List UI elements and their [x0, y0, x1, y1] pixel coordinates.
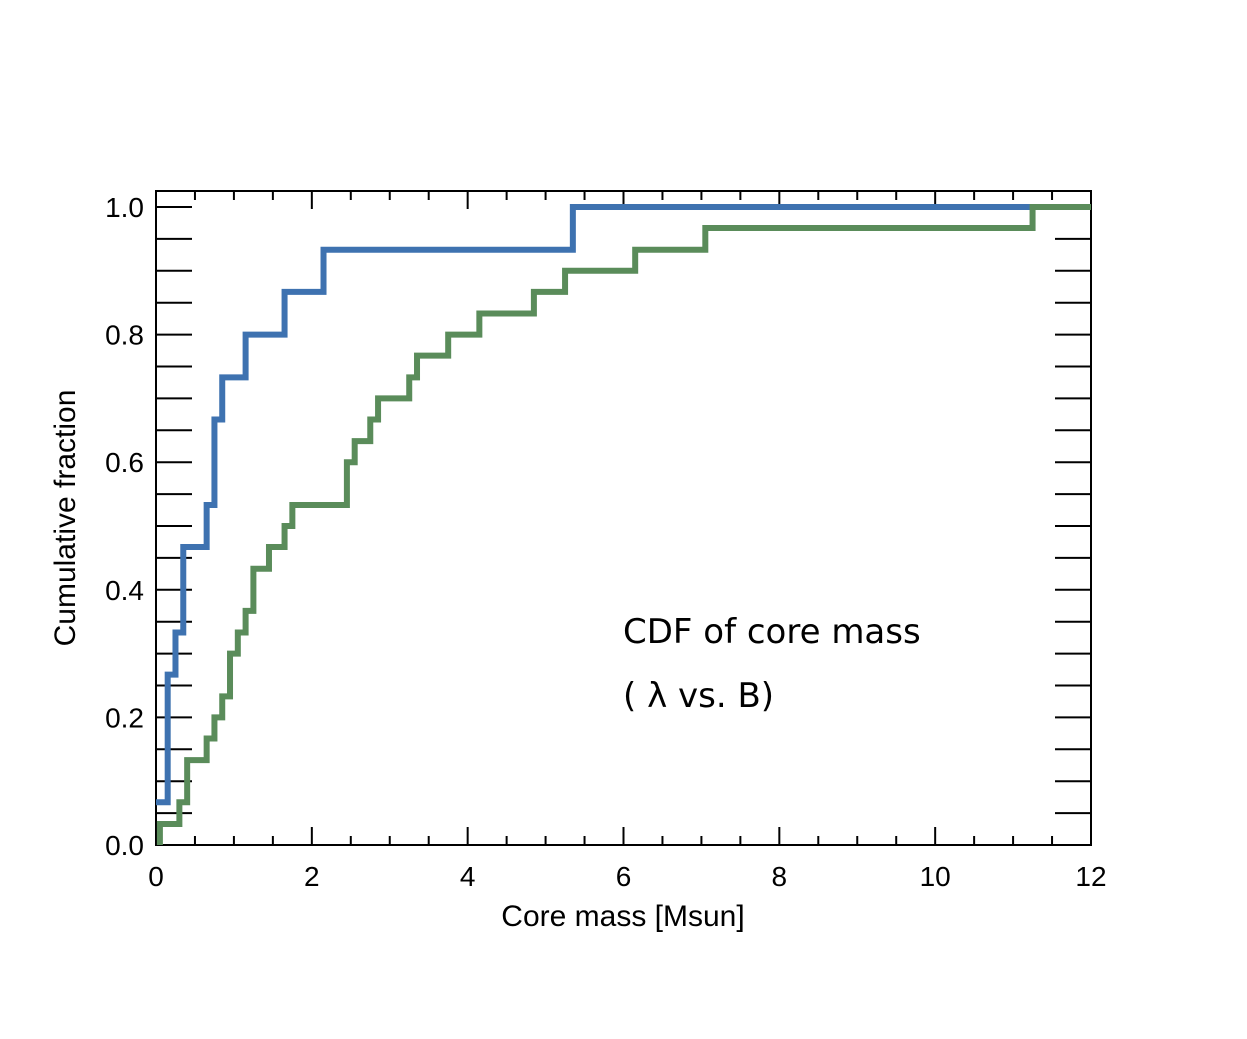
x-tick-label: 8 [772, 861, 788, 892]
x-tick-label: 12 [1075, 861, 1106, 892]
x-tick-label: 0 [148, 861, 164, 892]
x-tick-label: 10 [920, 861, 951, 892]
y-axis-title: Cumulative fraction [49, 390, 82, 647]
y-tick-label: 0.4 [105, 575, 144, 606]
annotation-subtitle: ( λ vs. B) [623, 676, 774, 716]
x-tick-label: 4 [460, 861, 476, 892]
series-line-b [156, 204, 1091, 845]
x-tick-label: 6 [616, 861, 632, 892]
y-tick-label: 1.0 [105, 192, 144, 223]
y-tick-label: 0.2 [105, 702, 144, 733]
tick-labels: 0 2 4 6 8 10 12 0.0 0.2 0.4 0.6 0.8 1.0 [105, 192, 1107, 892]
y-tick-label: 0.8 [105, 320, 144, 351]
series-layer [156, 204, 1091, 845]
annotation-title: CDF of core mass [623, 612, 921, 652]
y-tick-label: 0.6 [105, 447, 144, 478]
series-line-lambda [156, 204, 1091, 806]
y-tick-label: 0.0 [105, 830, 144, 861]
x-axis-title: Core mass [Msun] [501, 900, 744, 933]
x-tick-label: 2 [304, 861, 320, 892]
